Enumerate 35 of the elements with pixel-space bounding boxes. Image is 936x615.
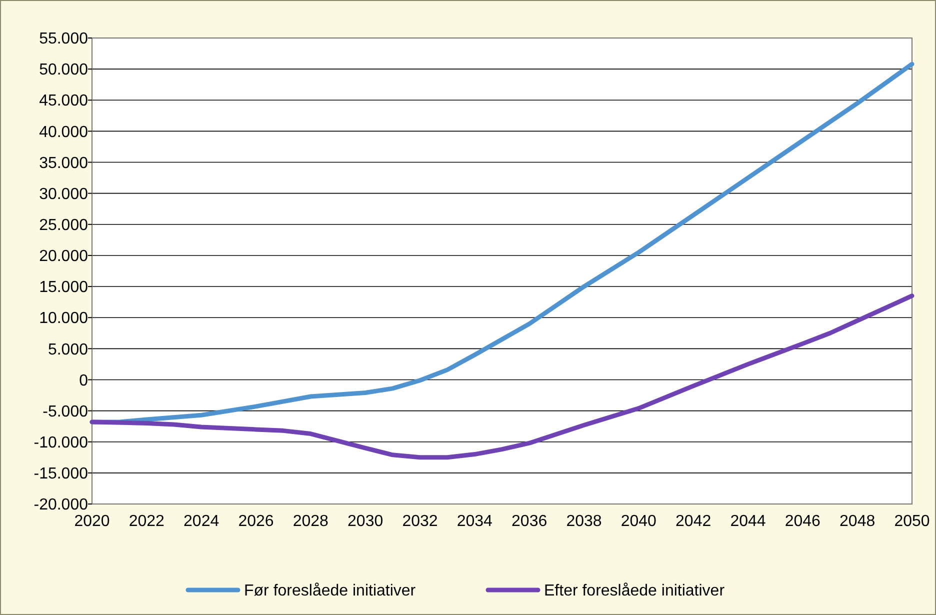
x-tick-label: 2024 (184, 513, 220, 530)
x-tick-label: 2038 (566, 513, 602, 530)
y-tick-label: 25.000 (39, 217, 88, 234)
x-tick-label: 2046 (784, 513, 821, 530)
x-tick-label: 2034 (456, 513, 493, 530)
y-tick-label: 45.000 (39, 92, 88, 110)
y-tick-label: 30.000 (39, 186, 88, 203)
y-tick-label: 20.000 (39, 248, 88, 266)
x-tick-label: 2030 (348, 513, 384, 530)
y-tick-label: -20.000 (34, 496, 88, 514)
x-tick-label: 2032 (402, 513, 438, 530)
x-tick-label: 2044 (730, 513, 766, 530)
legend-label: Efter foreslåede initiativer (544, 582, 726, 600)
y-tick-label: 10.000 (39, 310, 88, 328)
y-tick-label: 55.000 (39, 30, 88, 48)
x-tick-label: 2036 (512, 513, 548, 530)
y-tick-label: 0 (79, 372, 88, 390)
y-tick-label: 5.000 (48, 341, 88, 358)
x-tick-label: 2026 (238, 513, 274, 530)
y-tick-label: -10.000 (34, 434, 88, 452)
line-series (90, 294, 914, 460)
y-tick-label: 40.000 (39, 124, 88, 141)
x-tick-label: 2040 (620, 513, 657, 530)
y-tick-label: 50.000 (39, 62, 88, 79)
x-tick-label: 2028 (292, 513, 329, 530)
y-tick-label: 15.000 (39, 279, 88, 296)
x-tick-label: 2020 (74, 513, 110, 530)
y-tick-label: -5.000 (42, 403, 88, 420)
x-tick-label: 2042 (676, 513, 712, 530)
y-tick-label: 35.000 (39, 154, 88, 172)
y-tick-label: -15.000 (34, 466, 88, 483)
x-tick-label: 2050 (894, 513, 930, 530)
x-tick-label: 2022 (128, 513, 165, 530)
x-tick-label: 2048 (840, 513, 876, 530)
legend-label: Før foreslåede initiativer (244, 582, 416, 600)
